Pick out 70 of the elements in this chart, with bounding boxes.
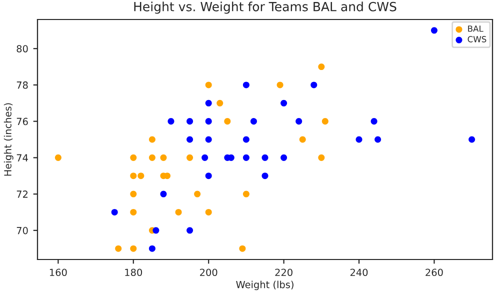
point: [205, 136, 212, 143]
point: [130, 245, 137, 252]
point: [205, 82, 212, 88]
point: [262, 154, 268, 161]
point: [186, 227, 194, 234]
point: [370, 118, 378, 125]
x-tick-label: 160: [50, 268, 67, 276]
point: [280, 154, 288, 161]
chart-title: Height vs. Weight for Teams BAL and CWS: [134, 2, 396, 14]
point: [374, 136, 382, 143]
point: [216, 100, 224, 106]
y-tick-label: 74: [16, 154, 28, 162]
point: [186, 136, 194, 143]
point: [205, 208, 212, 216]
point: [205, 100, 212, 106]
point: [115, 245, 122, 252]
point: [242, 154, 250, 161]
point: [186, 118, 194, 125]
y-axis-title: Height (inches): [4, 103, 14, 176]
point: [224, 118, 231, 125]
point: [280, 100, 288, 106]
point: [242, 82, 250, 88]
x-tick-label: 240: [350, 268, 368, 276]
point: [318, 154, 325, 161]
point: [54, 154, 62, 161]
point: [296, 118, 302, 125]
point: [130, 172, 137, 180]
point: [318, 64, 325, 70]
point: [186, 154, 194, 161]
point: [130, 208, 137, 216]
point: [202, 154, 208, 161]
point: [205, 118, 212, 125]
point: [148, 136, 156, 143]
y-tick-label: 80: [16, 45, 28, 52]
point: [111, 208, 118, 216]
point: [242, 190, 250, 198]
point: [205, 172, 212, 180]
point: [242, 136, 250, 143]
y-tick-label: 78: [16, 81, 28, 89]
point: [168, 118, 174, 125]
point: [152, 227, 160, 234]
x-tick-label: 260: [426, 268, 443, 276]
point: [148, 154, 156, 161]
x-tick-label: 200: [200, 268, 218, 276]
point: [276, 82, 284, 88]
y-tick-label: 72: [16, 190, 28, 198]
legend-label: BAL: [468, 26, 484, 32]
y-tick-label: 76: [16, 118, 28, 126]
point: [194, 190, 201, 198]
x-axis-title: Weight (lbs): [236, 280, 294, 290]
x-tick-label: 220: [275, 268, 292, 276]
point: [130, 190, 137, 198]
point: [250, 118, 257, 125]
point: [468, 136, 476, 143]
point: [310, 82, 318, 88]
point: [322, 118, 328, 125]
legend-label: CWS: [468, 36, 486, 42]
point: [239, 245, 246, 252]
point: [356, 136, 362, 143]
point: [160, 190, 167, 198]
y-tick-label: 70: [16, 226, 28, 234]
point: [138, 172, 144, 180]
point: [175, 208, 182, 216]
point: [148, 245, 156, 252]
point: [430, 27, 438, 34]
point: [160, 154, 167, 161]
point: [262, 172, 268, 180]
point: [299, 136, 306, 143]
point: [130, 154, 137, 161]
x-tick-label: 180: [125, 268, 142, 276]
